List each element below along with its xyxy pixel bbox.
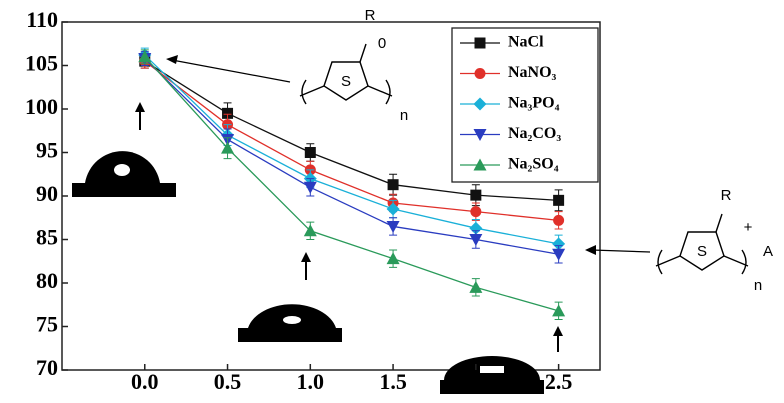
y-tick-label: 70 [36,355,58,380]
marker [303,224,317,237]
marker [552,237,566,251]
y-tick-label: 110 [26,7,58,32]
marker [470,189,482,201]
y-tick-label: 100 [25,94,58,119]
marker [386,220,400,233]
marker [469,280,483,293]
x-tick-label: 1.5 [379,369,407,394]
y-tick-label: 105 [25,51,58,76]
y-tick-label: 85 [36,225,58,250]
marker [474,68,486,79]
legend-label: Na₂CO₃ [508,125,561,142]
series-line [144,60,559,201]
marker [473,97,487,111]
structure-label: R [721,187,732,204]
legend-label: NaNO₃ [508,64,557,81]
y-tick-label: 80 [36,268,58,293]
marker [221,141,235,154]
marker [222,107,234,119]
structure-label: 0 [378,35,386,52]
structure-label: + [744,219,753,236]
structure-label: S [341,73,351,90]
decorations [72,43,749,394]
marker [474,37,486,49]
series-line [144,60,559,222]
legend-label: Na₃PO₄ [508,95,560,112]
structure-label: n [400,107,408,124]
structure-label: A [763,243,773,260]
marker [387,179,399,191]
marker [552,304,566,317]
y-tick-label: 95 [36,138,58,163]
marker [469,234,483,246]
x-tick-label: 2.5 [545,369,573,394]
marker [473,158,487,171]
marker [553,194,565,206]
legend-label: Na₂SO₄ [508,156,559,173]
structure-label: R [365,7,376,24]
series-line [144,58,559,255]
series-line [144,56,559,312]
x-tick-label: 1.0 [297,369,325,394]
structure-label: S [697,243,707,260]
legend-label: NaCl [508,34,544,51]
marker [304,147,316,158]
structure-label: n [754,277,762,294]
marker [138,50,152,63]
x-tick-label: 2.0 [462,369,490,394]
marker [469,221,483,235]
marker [386,202,400,216]
marker [386,252,400,265]
y-tick-label: 75 [36,312,58,337]
marker [473,129,487,141]
marker [470,206,482,218]
marker [553,214,565,226]
x-tick-label: 0.0 [131,369,159,394]
y-tick-label: 90 [36,181,58,206]
x-tick-label: 0.5 [214,369,242,394]
series-line [144,54,559,245]
marker [303,181,317,194]
marker [552,248,566,261]
